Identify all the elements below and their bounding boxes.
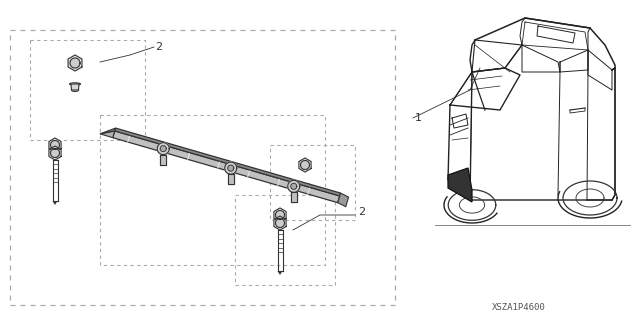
Polygon shape <box>160 155 166 165</box>
Ellipse shape <box>300 184 310 186</box>
Bar <box>235 195 335 285</box>
Text: 2: 2 <box>358 207 365 217</box>
Bar <box>10 30 395 305</box>
Text: 1: 1 <box>415 113 422 123</box>
Polygon shape <box>52 201 58 205</box>
Polygon shape <box>160 146 166 152</box>
Polygon shape <box>71 84 79 90</box>
Text: 2: 2 <box>155 42 162 52</box>
Polygon shape <box>115 128 340 196</box>
Bar <box>100 115 325 265</box>
Polygon shape <box>274 208 286 222</box>
Polygon shape <box>274 216 286 230</box>
Polygon shape <box>291 192 297 202</box>
Bar <box>30 40 145 140</box>
Polygon shape <box>338 193 349 207</box>
Polygon shape <box>70 58 80 68</box>
Polygon shape <box>51 140 60 150</box>
Polygon shape <box>113 131 340 203</box>
Polygon shape <box>49 138 61 152</box>
Polygon shape <box>51 149 60 158</box>
Polygon shape <box>228 165 234 171</box>
Polygon shape <box>49 146 61 160</box>
Polygon shape <box>301 185 309 191</box>
Polygon shape <box>275 219 285 227</box>
Polygon shape <box>275 211 285 219</box>
Bar <box>270 145 355 220</box>
Polygon shape <box>100 131 115 138</box>
Ellipse shape <box>70 83 81 85</box>
Polygon shape <box>100 128 116 134</box>
Polygon shape <box>288 180 300 192</box>
Polygon shape <box>68 55 82 71</box>
Text: XSZA1P4600: XSZA1P4600 <box>492 302 546 311</box>
Polygon shape <box>157 143 169 155</box>
Polygon shape <box>291 183 297 189</box>
Polygon shape <box>278 271 282 275</box>
Polygon shape <box>225 162 237 174</box>
Polygon shape <box>301 160 310 169</box>
Polygon shape <box>448 168 472 202</box>
Polygon shape <box>228 174 234 184</box>
Polygon shape <box>299 158 311 172</box>
